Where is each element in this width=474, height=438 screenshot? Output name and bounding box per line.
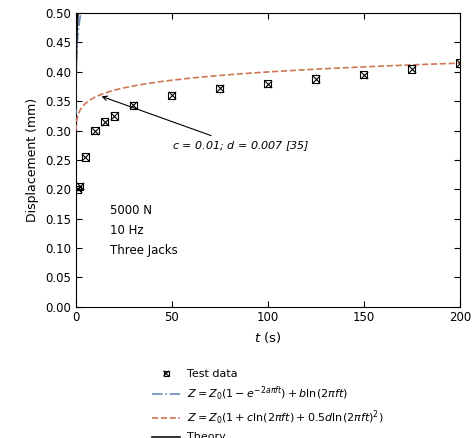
Point [91, 127, 99, 134]
Point [264, 80, 272, 87]
Point [264, 80, 272, 87]
Point [110, 113, 118, 120]
Point [360, 71, 367, 78]
Point [456, 60, 464, 67]
Point [101, 118, 109, 125]
Y-axis label: Displacement (mm): Displacement (mm) [27, 98, 39, 222]
Point [168, 92, 175, 99]
Point [74, 186, 82, 193]
Point [74, 186, 82, 193]
Point [216, 85, 224, 92]
Point [82, 153, 89, 160]
Point [312, 75, 319, 82]
Point [82, 153, 89, 160]
Point [408, 65, 416, 72]
Point [110, 113, 118, 120]
Point [76, 183, 83, 190]
Text: $a$ = 1; $b$ = 0.04 [29]: $a$ = 1; $b$ = 0.04 [29] [0, 437, 1, 438]
Point [408, 65, 416, 72]
Point [76, 183, 83, 190]
Point [456, 60, 464, 67]
Legend: Test data, $Z = Z_0(1 - e^{-2a\pi ft}) + b\mathrm{ln}(2\pi ft)$, $Z = Z_0(1 + c\: Test data, $Z = Z_0(1 - e^{-2a\pi ft}) +… [148, 365, 388, 438]
Point [129, 102, 137, 109]
Text: $c$ = 0.01; $d$ = 0.007 [35]: $c$ = 0.01; $d$ = 0.007 [35] [103, 96, 310, 153]
Point [129, 102, 137, 109]
X-axis label: $t$ (s): $t$ (s) [254, 330, 282, 345]
Point [360, 71, 367, 78]
Point [216, 85, 224, 92]
Text: 5000 N
10 Hz
Three Jacks: 5000 N 10 Hz Three Jacks [110, 204, 178, 257]
Point [101, 118, 109, 125]
Point [91, 127, 99, 134]
Point [312, 75, 319, 82]
Point [168, 92, 175, 99]
